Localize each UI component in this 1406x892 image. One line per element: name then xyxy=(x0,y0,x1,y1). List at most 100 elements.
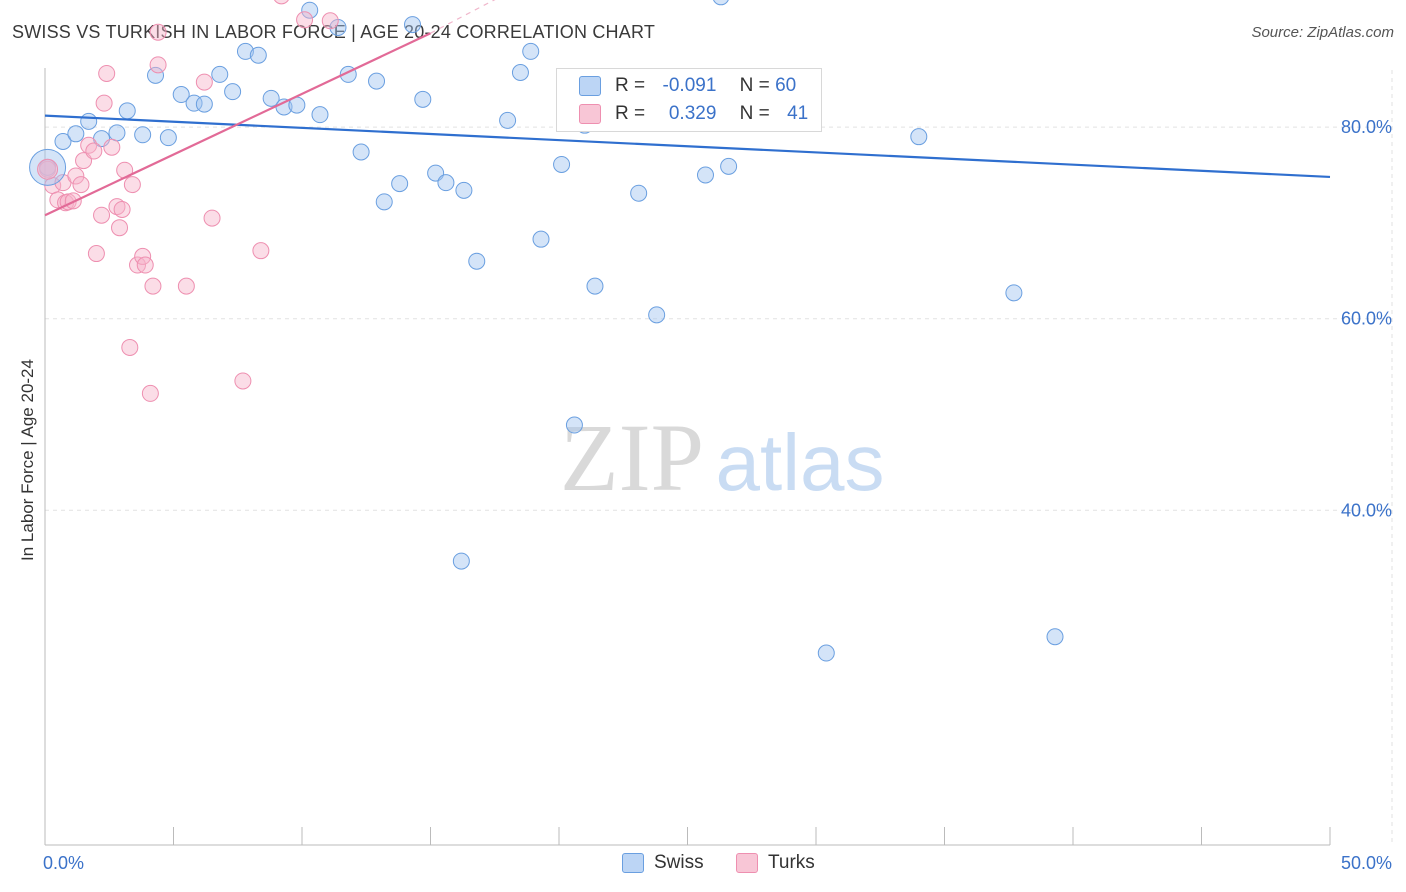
x-tick-label-max: 50.0% xyxy=(1341,853,1392,873)
swiss-n-label: N = xyxy=(739,75,770,96)
swiss-point xyxy=(368,72,386,90)
legend-item-swiss: Swiss xyxy=(622,852,704,874)
trend-lines xyxy=(44,0,1331,217)
turks-point xyxy=(252,242,270,260)
swiss-point xyxy=(452,552,470,570)
turks-trend-extension xyxy=(430,0,496,34)
turks-point xyxy=(144,277,162,295)
swiss-point xyxy=(910,128,928,146)
swiss-point xyxy=(159,129,177,147)
swiss-point xyxy=(391,175,409,193)
turks-point xyxy=(296,11,314,29)
swiss-point xyxy=(586,277,604,295)
swiss-point xyxy=(352,143,370,161)
chart-title: SWISS VS TURKISH IN LABOR FORCE | AGE 20… xyxy=(12,22,656,42)
legend-swiss-label: Swiss xyxy=(654,852,704,873)
turks-point xyxy=(141,384,159,402)
swiss-point xyxy=(262,89,280,107)
turks-r-label: R = xyxy=(615,103,646,124)
swiss-r-label: R = xyxy=(615,75,646,96)
swiss-point xyxy=(311,106,329,124)
swiss-point xyxy=(713,0,729,6)
turks-point xyxy=(111,219,129,237)
swiss-point xyxy=(455,181,473,199)
x-tick-label-min: 0.0% xyxy=(43,853,84,873)
swiss-point xyxy=(236,42,254,60)
turks-point xyxy=(123,176,141,194)
turks-point xyxy=(87,245,105,263)
turks-point xyxy=(195,73,213,91)
legend-item-turks: Turks xyxy=(736,852,815,874)
watermark-zip: ZIP xyxy=(560,404,704,511)
swiss-point xyxy=(468,252,486,270)
swiss-point xyxy=(147,66,165,84)
turks-point xyxy=(149,23,167,41)
turks-point xyxy=(203,209,221,227)
stats-legend-swiss: R = -0.091 N = 60 xyxy=(579,75,796,99)
y-tick-label: 40.0% xyxy=(1341,500,1392,520)
turks-point xyxy=(108,198,126,216)
swiss-point xyxy=(1005,284,1023,302)
turks-point xyxy=(234,372,252,390)
swiss-point xyxy=(414,90,432,108)
turks-swatch xyxy=(579,103,601,124)
swiss-swatch xyxy=(579,75,601,96)
swiss-point xyxy=(375,193,393,211)
swiss-point xyxy=(696,166,714,184)
turks-point xyxy=(321,12,339,30)
y-tick-label: 60.0% xyxy=(1341,309,1392,329)
axes xyxy=(44,68,1331,846)
swiss-point xyxy=(648,306,666,324)
swiss-point xyxy=(553,155,571,173)
legend-turks-swatch xyxy=(736,852,758,873)
swiss-point xyxy=(437,174,455,192)
swiss-point xyxy=(249,46,267,64)
stats-legend: R = -0.091 N = 60 R = 0.329 N = 41 xyxy=(556,68,822,132)
swiss-point xyxy=(118,102,136,120)
turks-point xyxy=(95,94,113,112)
turks-point-large xyxy=(37,158,59,180)
swiss-point xyxy=(532,230,550,248)
turks-point xyxy=(121,338,139,356)
swiss-r-value: -0.091 xyxy=(662,75,717,96)
swiss-point xyxy=(134,126,152,144)
swiss-point xyxy=(817,644,835,662)
swiss-point xyxy=(172,86,190,104)
swiss-point xyxy=(195,95,213,113)
swiss-point xyxy=(224,83,242,101)
turks-point xyxy=(93,206,111,224)
stats-legend-turks: R = 0.329 N = 41 xyxy=(579,103,808,127)
tick-labels: 40.0%60.0%80.0%100.0%0.0%50.0% xyxy=(43,117,1392,873)
turks-point xyxy=(274,0,289,5)
turks-n-label: N = xyxy=(739,103,770,124)
swiss-point xyxy=(404,16,422,34)
swiss-point xyxy=(1046,628,1064,646)
y-tick-label: 80.0% xyxy=(1341,117,1392,137)
turks-trend-line xyxy=(44,32,431,217)
turks-point xyxy=(103,138,121,156)
turks-r-value: 0.329 xyxy=(668,103,717,124)
turks-point xyxy=(136,256,154,274)
turks-point xyxy=(113,200,131,218)
swiss-point xyxy=(565,416,583,434)
swiss-point xyxy=(511,63,529,81)
turks-point xyxy=(149,56,167,74)
turks-point xyxy=(72,176,90,194)
watermark-atlas: atlas xyxy=(716,418,885,507)
swiss-point xyxy=(211,65,229,83)
turks-point xyxy=(67,167,85,185)
legend-turks-label: Turks xyxy=(768,852,815,873)
swiss-point xyxy=(720,157,738,175)
swiss-trend-line xyxy=(44,114,1331,179)
turks-point xyxy=(98,64,116,82)
turks-point xyxy=(85,142,103,160)
turks-point xyxy=(177,277,195,295)
swiss-n-value: 60 xyxy=(775,75,797,96)
turks-n-value: 41 xyxy=(787,103,809,124)
swiss-point xyxy=(108,124,126,142)
swiss-point xyxy=(80,112,98,130)
swiss-point xyxy=(630,184,648,202)
swiss-point xyxy=(301,1,319,19)
swiss-point xyxy=(499,111,517,129)
